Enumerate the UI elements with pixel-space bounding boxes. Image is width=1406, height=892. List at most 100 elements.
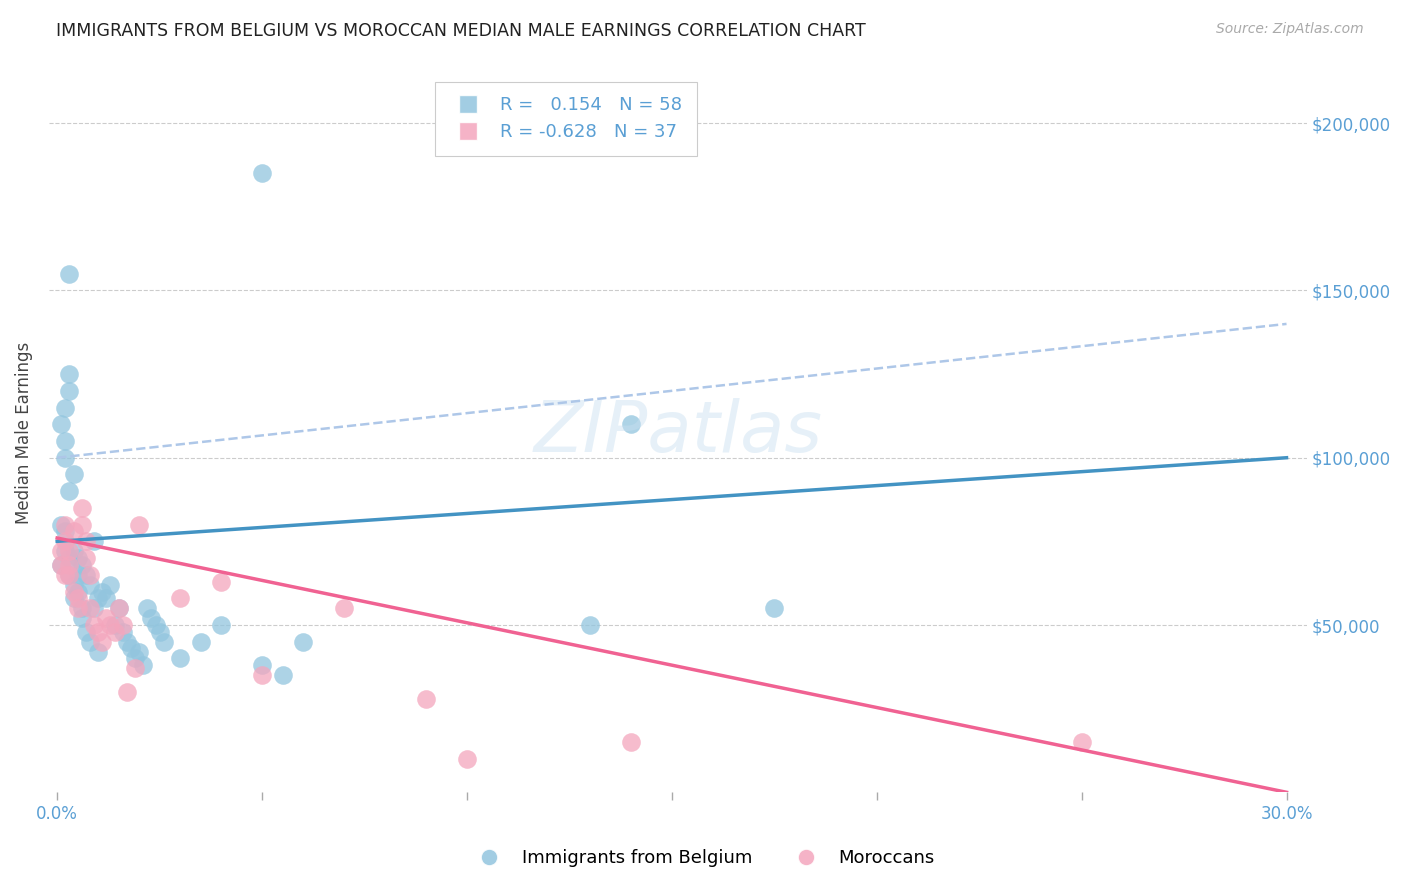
Point	[58, 551, 80, 566]
Point	[209, 574, 232, 589]
Point	[66, 584, 89, 599]
Point	[169, 651, 191, 665]
Point	[62, 524, 84, 539]
Point	[70, 500, 93, 515]
Point	[620, 417, 643, 432]
Point	[136, 601, 159, 615]
Point	[58, 544, 80, 558]
Point	[1070, 735, 1092, 749]
Point	[124, 661, 146, 675]
Point	[53, 450, 76, 465]
Point	[58, 567, 80, 582]
Point	[70, 601, 93, 615]
Point	[111, 618, 134, 632]
Point	[128, 645, 150, 659]
Point	[62, 467, 84, 482]
Point	[51, 558, 73, 572]
Point	[53, 567, 76, 582]
Point	[70, 611, 93, 625]
Point	[107, 601, 129, 615]
Point	[66, 551, 89, 566]
Point	[115, 685, 138, 699]
Point	[53, 524, 76, 539]
Point	[53, 401, 76, 415]
Point	[62, 544, 84, 558]
Point	[79, 567, 101, 582]
Point	[124, 651, 146, 665]
Point	[209, 618, 232, 632]
Point	[75, 624, 97, 639]
Point	[51, 558, 73, 572]
Point	[66, 601, 89, 615]
Legend: R =   0.154   N = 58, R = -0.628   N = 37: R = 0.154 N = 58, R = -0.628 N = 37	[436, 82, 697, 156]
Point	[62, 584, 84, 599]
Point	[763, 601, 786, 615]
Text: IMMIGRANTS FROM BELGIUM VS MOROCCAN MEDIAN MALE EARNINGS CORRELATION CHART: IMMIGRANTS FROM BELGIUM VS MOROCCAN MEDI…	[56, 22, 866, 40]
Text: ZIPatlas: ZIPatlas	[533, 398, 823, 467]
Point	[100, 618, 122, 632]
Point	[51, 517, 73, 532]
Point	[66, 567, 89, 582]
Point	[145, 618, 167, 632]
Point	[62, 578, 84, 592]
Point	[103, 618, 125, 632]
Point	[100, 578, 122, 592]
Point	[292, 634, 315, 648]
Point	[83, 601, 105, 615]
Point	[91, 584, 114, 599]
Point	[103, 624, 125, 639]
Point	[115, 634, 138, 648]
Point	[87, 645, 110, 659]
Point	[96, 591, 118, 606]
Point	[83, 618, 105, 632]
Point	[96, 611, 118, 625]
Point	[107, 601, 129, 615]
Point	[91, 634, 114, 648]
Point	[70, 517, 93, 532]
Point	[579, 618, 602, 632]
Point	[169, 591, 191, 606]
Point	[271, 668, 294, 682]
Point	[53, 544, 76, 558]
Point	[79, 578, 101, 592]
Point	[456, 752, 478, 766]
Legend: Immigrants from Belgium, Moroccans: Immigrants from Belgium, Moroccans	[464, 842, 942, 874]
Point	[58, 484, 80, 499]
Text: Source: ZipAtlas.com: Source: ZipAtlas.com	[1216, 22, 1364, 37]
Point	[58, 267, 80, 281]
Point	[51, 417, 73, 432]
Point	[58, 558, 80, 572]
Point	[250, 668, 273, 682]
Point	[333, 601, 356, 615]
Point	[79, 634, 101, 648]
Point	[87, 624, 110, 639]
Point	[111, 624, 134, 639]
Point	[58, 567, 80, 582]
Point	[250, 658, 273, 673]
Point	[415, 691, 437, 706]
Y-axis label: Median Male Earnings: Median Male Earnings	[15, 342, 32, 524]
Point	[58, 384, 80, 398]
Point	[620, 735, 643, 749]
Point	[87, 591, 110, 606]
Point	[51, 544, 73, 558]
Point	[132, 658, 155, 673]
Point	[79, 601, 101, 615]
Point	[250, 166, 273, 180]
Point	[83, 534, 105, 549]
Point	[152, 634, 174, 648]
Point	[141, 611, 163, 625]
Point	[58, 367, 80, 381]
Point	[128, 517, 150, 532]
Point	[75, 534, 97, 549]
Point	[120, 641, 142, 656]
Point	[149, 624, 172, 639]
Point	[66, 591, 89, 606]
Point	[53, 517, 76, 532]
Point	[53, 434, 76, 448]
Point	[75, 567, 97, 582]
Point	[75, 551, 97, 566]
Point	[70, 558, 93, 572]
Point	[190, 634, 212, 648]
Point	[53, 534, 76, 549]
